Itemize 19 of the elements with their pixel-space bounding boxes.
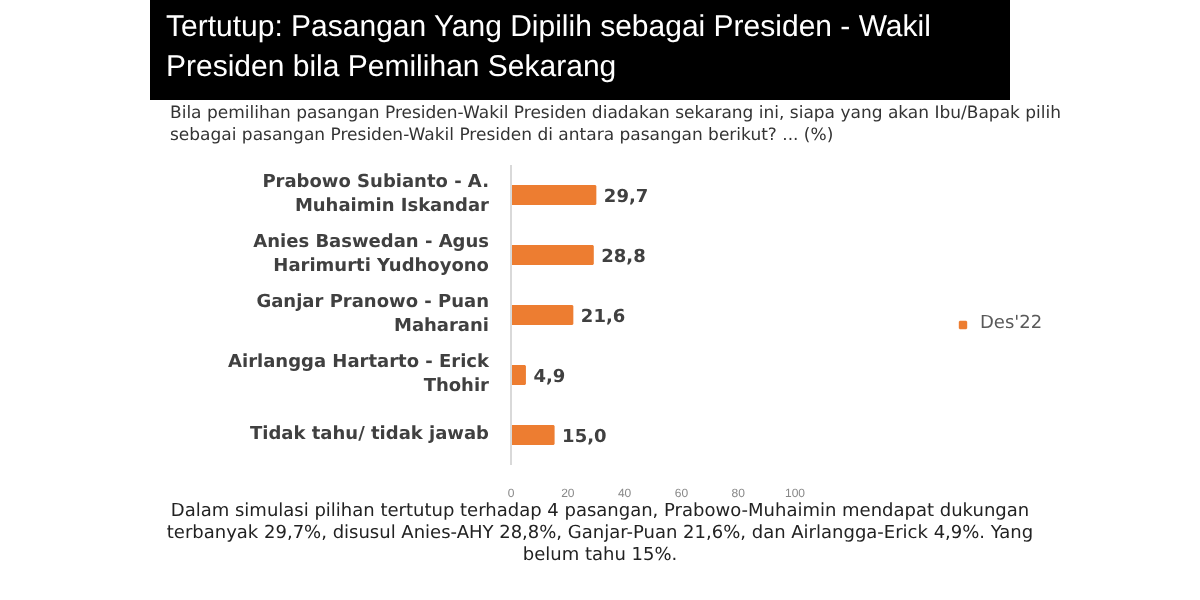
legend-label: Des'22 — [980, 314, 1043, 334]
text: Dalam simulasi pilihan tertutup terhadap 4 pasangan, Prabowo-Muhaimin mendapat dukungan terbanyak 29,7%, disusul Anies-AHY 28,8%, Ganjar-Puan 21,6%, dan Airlangga-Erick 4,9%. Yang belum tahu 15%. — [164, 502, 1036, 568]
data-label: 4,9 — [533, 368, 566, 388]
chart-subtitle: Bila pemilihan pasangan Presiden-Wakil Presiden diadakan sekarang ini, siapa yang akan Ibu/Bapak pilih sebagai pasangan Presiden-Wakil Presiden di antara pasangan berikut? ... (%) — [170, 104, 1064, 148]
bar — [511, 305, 574, 325]
data-label: 15,0 — [562, 428, 607, 448]
y-tick-label: Anies Baswedan - Agus Harimurti Yudhoyono — [253, 233, 490, 277]
y-tick-label: Ganjar Pranowo - Puan Maharani — [256, 293, 489, 337]
data-label: 21,6 — [580, 308, 626, 328]
data-label: 28,8 — [601, 248, 646, 268]
bar — [511, 425, 555, 445]
y-tick-label: Airlangga Hartarto - Erick Thohir — [228, 353, 492, 397]
data-label: 29,7 — [603, 188, 649, 208]
bar — [511, 185, 597, 205]
y-tick-label: Prabowo Subianto - A. Muhaimin Iskandar — [262, 173, 491, 217]
y-tick-label: Tidak tahu/ tidak jawab — [250, 425, 491, 445]
bar — [511, 365, 526, 385]
bar — [511, 245, 594, 265]
chart-title: Tertutup: Pasangan Yang Dipilih sebagai Presiden - Wakil Presiden bila Pemilihan Sekarang — [166, 8, 933, 88]
